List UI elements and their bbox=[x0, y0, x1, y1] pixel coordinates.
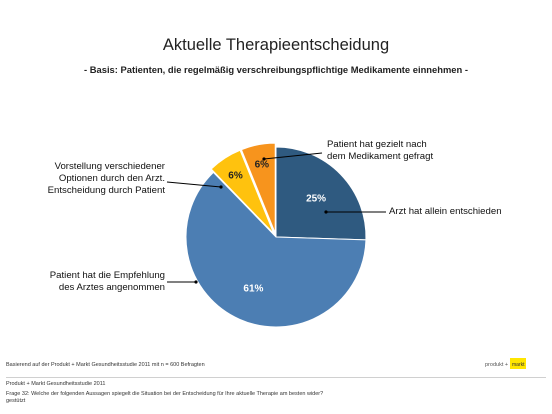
footnote-question-line1: Frage 32: Welche der folgenden Aussagen … bbox=[6, 391, 324, 397]
label-doctor-decided: 25% bbox=[306, 194, 326, 205]
label-options-presented: 6% bbox=[228, 170, 243, 181]
callout-options-line2: Optionen durch den Arzt. bbox=[58, 173, 165, 184]
footnote-source: Produkt + Markt Gesundheitsstudie 2011 bbox=[6, 381, 106, 387]
callout-accepted-line1: Patient hat die Empfehlung bbox=[49, 270, 165, 281]
callout-options-line1: Vorstellung verschiedener bbox=[54, 161, 165, 172]
footnote-question-line2: gestützt bbox=[6, 398, 26, 404]
slice-patient-asked bbox=[240, 142, 276, 234]
leader-options-presented bbox=[166, 181, 222, 188]
slice-options-presented bbox=[210, 149, 275, 234]
logo-mark: markt bbox=[510, 358, 526, 369]
leader-dot-2 bbox=[219, 185, 223, 189]
callout-accepted-line2: des Arztes angenommen bbox=[58, 282, 165, 293]
logo-text: produkt + bbox=[485, 362, 509, 368]
label-patient-accepted: 61% bbox=[243, 284, 263, 295]
footnote-question: Frage 32: Welche der folgenden Aussagen … bbox=[6, 391, 323, 405]
label-patient-asked: 6% bbox=[255, 160, 270, 171]
callout-patient-accepted: Patient hat die Empfehlung des Arztes an… bbox=[20, 270, 165, 294]
callout-patient-asked: Patient hat gezielt nach dem Medikament … bbox=[327, 139, 433, 163]
logo-mark-text: markt bbox=[512, 362, 525, 368]
leader-dot-0 bbox=[262, 157, 266, 161]
leader-dot-3 bbox=[194, 280, 198, 284]
slice-doctor-decided bbox=[275, 146, 367, 241]
leader-patient-asked bbox=[263, 152, 323, 160]
leader-dot-1 bbox=[324, 210, 328, 214]
callout-doctor-decided-line1: Arzt hat allein entschieden bbox=[389, 206, 502, 217]
callout-options-presented: Vorstellung verschiedener Optionen durch… bbox=[20, 161, 165, 197]
footer-divider bbox=[6, 377, 546, 378]
callout-patient-asked-line1: Patient hat gezielt nach bbox=[327, 139, 427, 150]
brand-logo: produkt + markt bbox=[485, 358, 526, 370]
chart-subtitle: - Basis: Patienten, die regelmäßig versc… bbox=[84, 64, 468, 75]
slice-patient-accepted bbox=[185, 171, 367, 328]
callout-patient-asked-line2: dem Medikament gefragt bbox=[327, 151, 434, 162]
chart-title: Aktuelle Therapieentscheidung bbox=[162, 36, 390, 54]
footnote-basis: Basierend auf der Produkt + Markt Gesund… bbox=[6, 362, 205, 368]
callout-doctor-decided: Arzt hat allein entschieden bbox=[389, 206, 502, 218]
callout-options-line3: Entscheidung durch Patient bbox=[47, 185, 165, 196]
